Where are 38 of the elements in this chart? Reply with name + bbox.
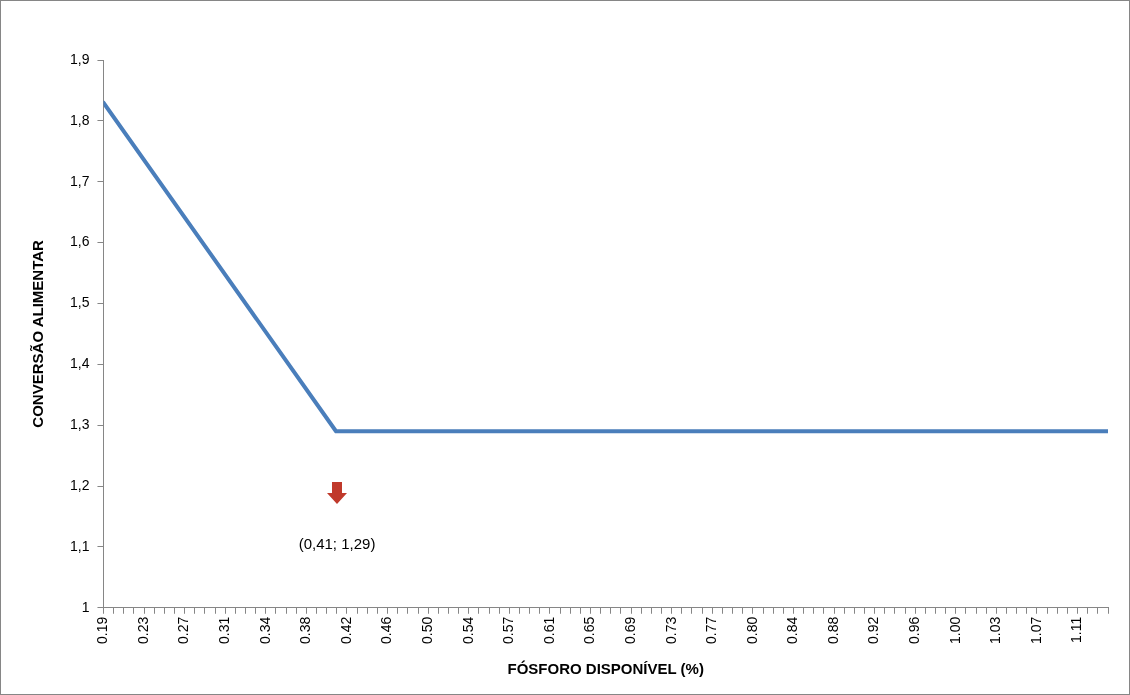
x-tick-label: 1.11 (1068, 616, 1085, 643)
x-tick-label: 0.88 (824, 616, 841, 644)
x-tick-label: 0.80 (743, 616, 760, 644)
y-tick-label: 1,4 (69, 355, 90, 372)
x-axis-title: FÓSFORO DISPONÍVEL (%) (507, 660, 704, 678)
y-axis-title: CONVERSÃO ALIMENTAR (29, 239, 47, 428)
x-tick-label: 0.54 (459, 616, 476, 644)
annotation: (0,41; 1,29) (298, 534, 376, 552)
y-tick-label: 1 (81, 598, 90, 615)
x-tick-label: 0.77 (703, 616, 720, 644)
y-tick-label: 1,3 (69, 416, 90, 433)
y-tick-label: 1,2 (69, 476, 90, 493)
y-tick-label: 1,1 (69, 537, 90, 554)
x-tick-label: 1.03 (987, 616, 1004, 644)
y-tick-label: 1,6 (69, 233, 90, 250)
x-tick-label: 0.50 (419, 616, 436, 644)
x-tick-label: 0.65 (581, 616, 598, 644)
x-tick-label: 1.00 (946, 616, 963, 644)
x-tick-label: 0.73 (662, 616, 679, 644)
x-tick-label: 0.34 (256, 616, 273, 644)
y-tick-label: 1,7 (69, 172, 90, 189)
y-tick-label: 1,9 (69, 50, 90, 67)
x-tick-label: 0.27 (175, 616, 192, 644)
x-tick-label: 0.31 (216, 616, 233, 644)
x-tick-label: 0.69 (621, 616, 638, 644)
x-tick-label: 0.42 (337, 616, 354, 644)
x-tick-label: 0.92 (865, 616, 882, 644)
x-tick-label: 0.84 (784, 616, 801, 644)
x-tick-label: 0.23 (134, 616, 151, 644)
x-tick-label: 0.61 (540, 616, 557, 644)
x-tick-label: 0.19 (94, 616, 111, 644)
x-tick-label: 0.57 (500, 616, 517, 644)
y-tick-label: 1,8 (69, 111, 90, 128)
x-tick-label: 1.07 (1027, 616, 1044, 644)
x-tick-label: 0.46 (378, 616, 395, 644)
y-tick-label: 1,5 (69, 294, 90, 311)
x-tick-label: 0.38 (297, 616, 314, 644)
x-tick-label: 0.96 (906, 616, 923, 644)
